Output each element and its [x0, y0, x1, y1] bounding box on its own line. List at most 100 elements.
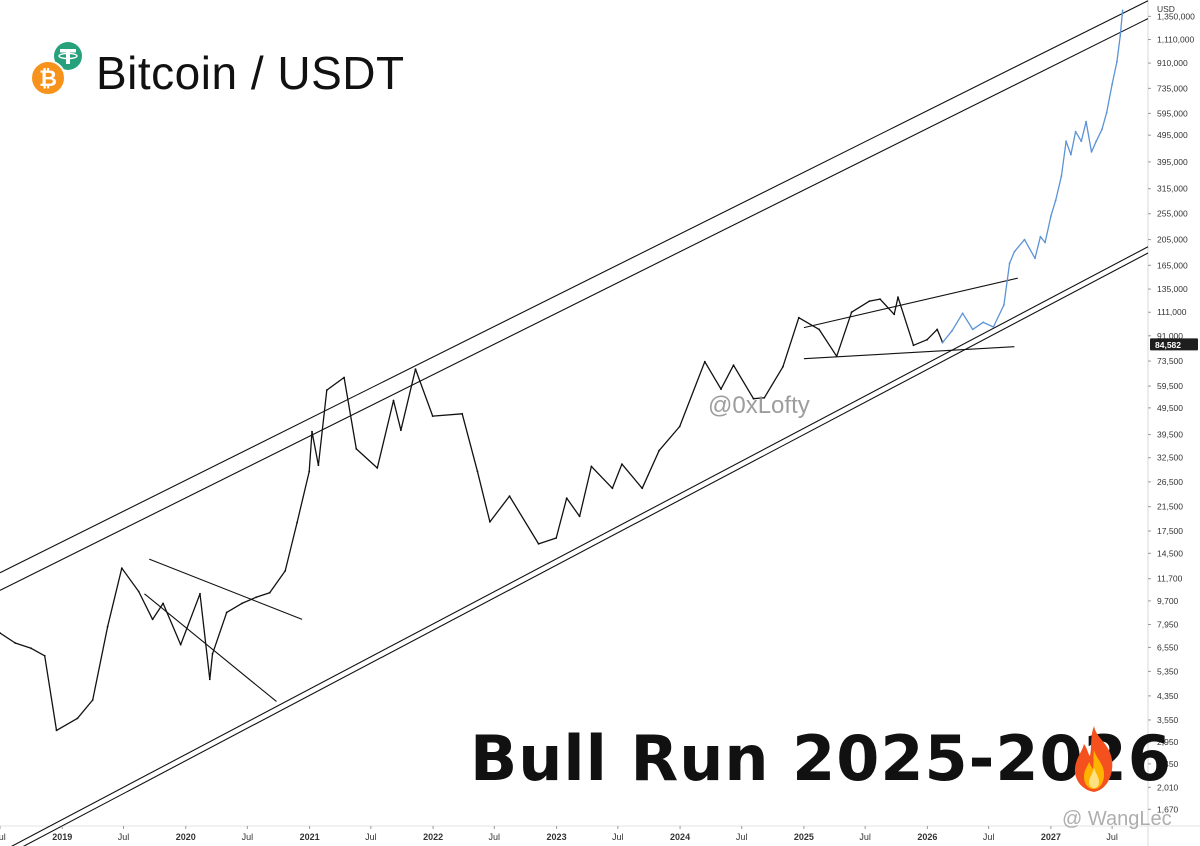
- y-axis-background: [1148, 0, 1200, 846]
- projection-price-point: [1023, 238, 1026, 241]
- y-axis-tick-label: 2,950: [1157, 737, 1179, 747]
- x-axis-tick-label: 2026: [917, 832, 937, 842]
- channel-lower-outer: [11, 246, 1149, 846]
- y-axis-tick-label: 165,000: [1157, 260, 1188, 270]
- y-axis-tick-label: 7,950: [1157, 619, 1179, 629]
- projection-price-point: [1121, 9, 1124, 12]
- footer-watermark: @ WangLec: [1062, 808, 1172, 830]
- historical-price-point: [555, 537, 558, 539]
- channel-upper-inner: [0, 18, 1149, 591]
- historical-price-point: [0, 632, 1, 634]
- projection-price-point: [1080, 140, 1083, 143]
- historical-price-point: [325, 389, 328, 391]
- historical-price-point: [268, 591, 271, 594]
- y-axis-tick-label: 32,500: [1157, 453, 1183, 463]
- y-axis-tick-label: 910,000: [1157, 58, 1188, 68]
- historical-price-point: [936, 328, 939, 331]
- x-axis-tick-label: 2021: [300, 832, 320, 842]
- historical-price-point: [431, 415, 434, 417]
- historical-price-point: [43, 654, 46, 657]
- historical-price-point: [211, 653, 214, 655]
- projection-price-point: [1116, 60, 1118, 63]
- projection-price-point: [1060, 175, 1063, 178]
- projection-price-point: [1013, 250, 1016, 253]
- current-price-tag: 84,582: [1150, 338, 1198, 351]
- historical-price-point: [537, 543, 540, 545]
- x-axis-tick-label: Jul: [242, 832, 254, 842]
- y-axis-tick-label: 91,000: [1157, 331, 1183, 341]
- historical-price-point: [732, 364, 735, 367]
- tether-icon: [54, 42, 82, 70]
- historical-price-point: [376, 467, 379, 469]
- historical-price-point: [355, 448, 358, 450]
- y-axis-tick-label: 735,000: [1157, 83, 1188, 93]
- projection-price-point: [1003, 304, 1005, 306]
- historical-price-point: [137, 590, 140, 593]
- wedge-2019-upper: [149, 558, 303, 620]
- y-axis-tick-label: 315,000: [1157, 184, 1188, 194]
- y-axis-tick-label: 1,670: [1157, 804, 1179, 814]
- y-axis-tick-label: 205,000: [1157, 235, 1188, 245]
- y-axis: USD 1,670 2,010 2,450 2,950 3,550 4,350 5,350 6,…: [1148, 4, 1195, 814]
- historical-price-point: [208, 678, 211, 681]
- historical-price-point: [284, 570, 287, 572]
- y-axis-tick-label: 2,010: [1157, 782, 1179, 792]
- projection-price-point: [1065, 140, 1067, 143]
- x-axis-tick-label: 2024: [670, 832, 690, 842]
- historical-price-point: [590, 465, 593, 468]
- x-axis-tick-label: 2020: [176, 832, 196, 842]
- y-axis-tick-label: 5,350: [1157, 666, 1179, 676]
- x-axis-tick-label: 2019: [52, 832, 72, 842]
- y-axis-tick-label: 395,000: [1157, 157, 1188, 167]
- x-axis-tick-label: Jul: [612, 832, 624, 842]
- channel-lower-inner: [22, 252, 1149, 846]
- y-axis-tick-label: 3,550: [1157, 715, 1179, 725]
- y-axis-tick-label: 111,000: [1157, 307, 1187, 317]
- historical-price-point: [255, 596, 257, 599]
- historical-price-point: [893, 313, 896, 316]
- projection-price-point: [1085, 120, 1087, 123]
- historical-price-point: [508, 495, 511, 497]
- y-axis-tick-label: 73,500: [1157, 356, 1183, 366]
- projection-price-point: [1054, 199, 1057, 202]
- projection-price-point: [1008, 262, 1011, 265]
- y-axis-tick-label: 4,350: [1157, 691, 1179, 701]
- projection-price-point: [1050, 215, 1052, 218]
- y-axis-tick-label: 6,550: [1157, 642, 1179, 652]
- y-axis-tick-label: 1,110,000: [1157, 35, 1194, 45]
- range-2025-lower: [803, 346, 1015, 360]
- author-watermark: @0xLofty: [708, 392, 810, 419]
- y-axis-tick-label: 255,000: [1157, 209, 1188, 219]
- historical-price-point: [308, 470, 311, 473]
- historical-price-point: [241, 602, 243, 605]
- historical-price-point: [621, 463, 623, 465]
- projection-price-point: [1119, 34, 1122, 37]
- historical-price-point: [343, 376, 345, 379]
- current-price-badge: [1150, 338, 1198, 351]
- historical-price-point: [311, 430, 313, 433]
- x-axis-tick-label: Jul: [118, 832, 130, 842]
- historical-price-point: [414, 368, 417, 370]
- x-axis-tick-label: 2022: [423, 832, 443, 842]
- projection-price-point: [1090, 151, 1093, 153]
- price-series: [0, 9, 1124, 732]
- fire-icon: [1074, 726, 1113, 792]
- historical-price-point: [818, 328, 820, 331]
- historical-price-point: [225, 611, 228, 614]
- banner-text: Bull Run 2025-2026: [470, 722, 1172, 795]
- x-axis-tick-label: Jul: [736, 832, 748, 842]
- historical-price-point: [879, 298, 881, 300]
- historical-price-point: [30, 647, 32, 650]
- historical-price-point: [91, 699, 94, 701]
- x-axis-tick-label: Jul: [489, 832, 501, 842]
- y-axis-tick-label: 495,000: [1157, 130, 1188, 140]
- y-axis-tick-label: 21,500: [1157, 502, 1183, 512]
- historical-price-point: [162, 602, 165, 605]
- projection-price-point: [961, 312, 964, 315]
- projection-price-point: [1105, 111, 1108, 114]
- x-axis-tick-label: Jul: [365, 832, 377, 842]
- projection-price-point: [1039, 235, 1042, 238]
- historical-price-point: [55, 729, 58, 732]
